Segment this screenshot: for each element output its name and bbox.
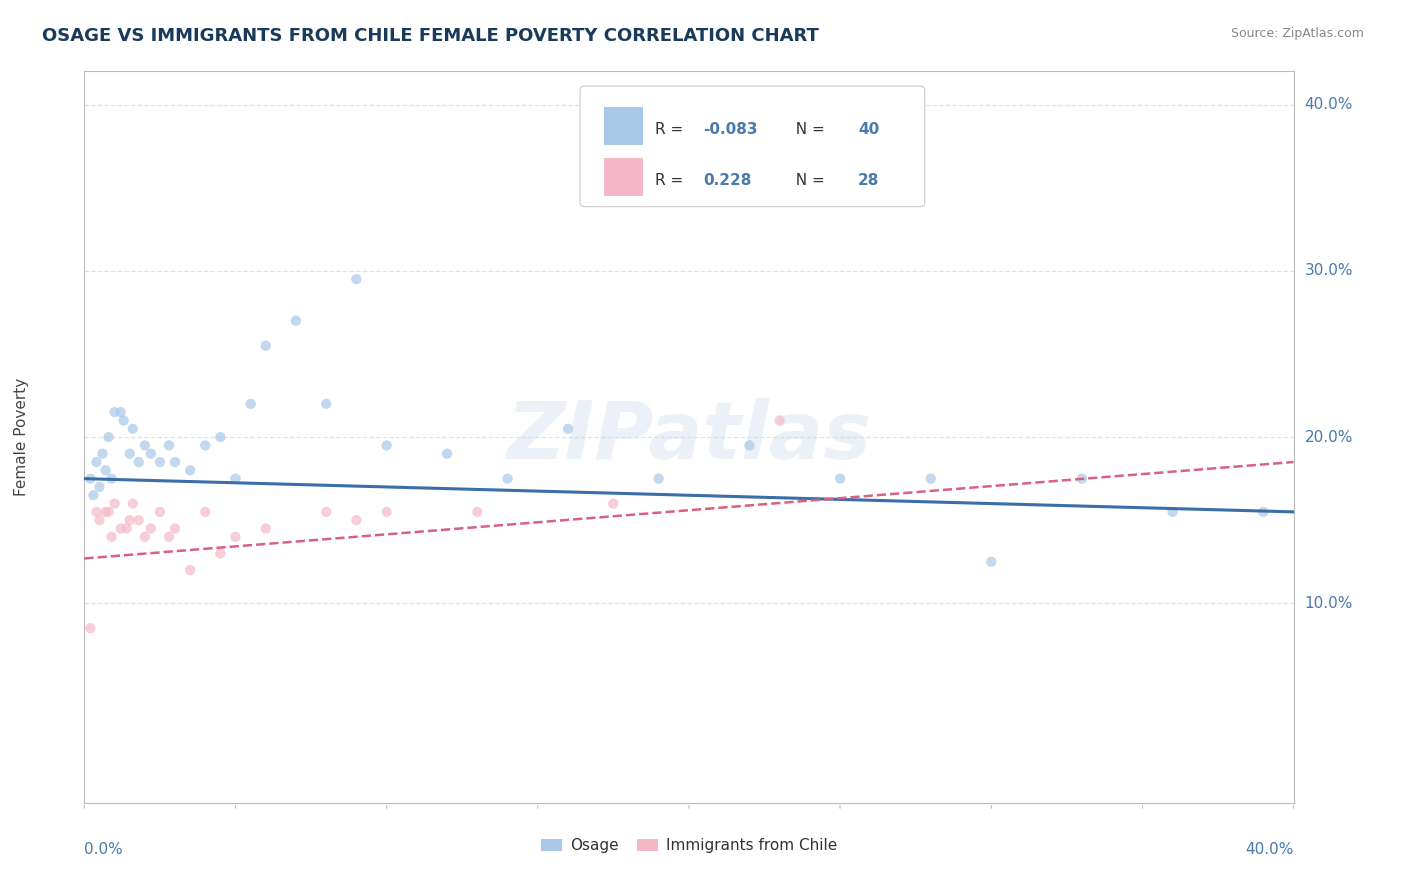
Point [139,521,162,535]
Text: N =: N = [786,173,830,188]
Point [225,530,247,544]
FancyBboxPatch shape [581,86,925,207]
Point [79,621,101,635]
Text: 10.0%: 10.0% [1305,596,1353,611]
Point [346,272,368,286]
Point [149,505,172,519]
Point [110,405,132,419]
Point [375,438,398,452]
Point [254,521,277,535]
Point [128,513,150,527]
Point [121,422,143,436]
Point [769,413,792,427]
Point [179,463,201,477]
Point [315,505,337,519]
Point [86,505,108,519]
Text: ZIPatlas: ZIPatlas [506,398,872,476]
Text: R =: R = [655,173,688,188]
Point [239,397,262,411]
Text: N =: N = [786,122,830,136]
Point [830,472,852,486]
Text: 40.0%: 40.0% [1246,842,1294,856]
Point [134,530,156,544]
Text: 30.0%: 30.0% [1305,263,1353,278]
Point [980,555,1002,569]
Point [121,497,143,511]
Point [100,530,122,544]
Point [115,521,138,535]
Point [648,472,671,486]
Bar [605,106,643,145]
Point [225,472,247,486]
Point [738,438,761,452]
Point [157,438,180,452]
Point [89,513,111,527]
Point [285,314,308,328]
Point [94,505,117,519]
Point [86,455,108,469]
Point [139,447,162,461]
Point [165,455,187,469]
Point [79,472,101,486]
Point [165,521,187,535]
Point [97,505,120,519]
Text: 40.0%: 40.0% [1305,97,1353,112]
Point [375,505,398,519]
Legend: Osage, Immigrants from Chile: Osage, Immigrants from Chile [534,832,844,860]
Point [128,455,150,469]
Point [194,438,217,452]
Point [89,480,111,494]
Text: 28: 28 [858,173,880,188]
Point [194,505,217,519]
Text: -0.083: -0.083 [703,122,758,136]
Point [1071,472,1094,486]
Point [94,463,117,477]
Point [118,513,141,527]
Text: OSAGE VS IMMIGRANTS FROM CHILE FEMALE POVERTY CORRELATION CHART: OSAGE VS IMMIGRANTS FROM CHILE FEMALE PO… [42,27,820,45]
Point [112,413,135,427]
Point [91,447,114,461]
Point [157,530,180,544]
Point [82,488,104,502]
Point [209,430,232,444]
Point [149,455,172,469]
Point [97,430,120,444]
Point [118,447,141,461]
Point [496,472,519,486]
Point [920,472,942,486]
Point [179,563,201,577]
Point [100,472,122,486]
Text: 0.0%: 0.0% [84,842,124,856]
Point [209,546,232,560]
Text: Source: ZipAtlas.com: Source: ZipAtlas.com [1230,27,1364,40]
Point [1161,505,1184,519]
Text: 20.0%: 20.0% [1305,430,1353,444]
Point [104,405,127,419]
Point [110,521,132,535]
Text: Female Poverty: Female Poverty [14,378,30,496]
Point [254,338,277,352]
Point [602,497,624,511]
Point [436,447,458,461]
Point [1253,505,1275,519]
Point [557,422,579,436]
Bar [605,158,643,195]
Point [104,497,127,511]
Point [134,438,156,452]
Point [467,505,489,519]
Point [315,397,337,411]
Text: 40: 40 [858,122,880,136]
Point [346,513,368,527]
Text: R =: R = [655,122,688,136]
Text: 0.228: 0.228 [703,173,752,188]
